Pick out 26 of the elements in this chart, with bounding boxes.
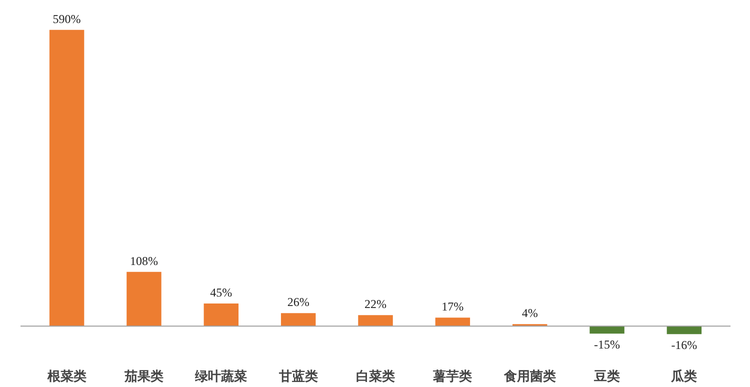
x-tick-label: 茄果类: [123, 370, 164, 384]
x-tick-label: 豆类: [593, 370, 620, 384]
x-tick-label: 绿叶蔬菜: [194, 368, 248, 384]
x-tick-label: 根菜类: [46, 370, 86, 384]
data-label: 4%: [522, 306, 538, 320]
bar: [666, 326, 702, 334]
bar: [126, 272, 162, 326]
x-tick-label: 薯芋类: [432, 368, 472, 384]
data-label: 22%: [364, 297, 386, 312]
bar: [49, 30, 84, 326]
data-label: 45%: [210, 286, 232, 300]
data-label: -15%: [594, 338, 620, 352]
bar: [280, 313, 316, 326]
x-tick-label: 甘蓝类: [278, 368, 318, 384]
x-tick-label: 食用菌类: [502, 370, 556, 384]
data-label: 26%: [287, 295, 310, 310]
data-label: 17%: [442, 300, 464, 314]
data-label: -16%: [671, 338, 698, 352]
bar: [204, 304, 239, 326]
bar: [435, 318, 470, 326]
data-label: 108%: [130, 254, 158, 268]
x-tick-label: 白菜类: [356, 370, 395, 384]
bar: [590, 326, 624, 334]
data-label: 590%: [52, 12, 81, 26]
x-tick-label: 瓜类: [670, 368, 698, 384]
bar: [358, 315, 393, 326]
